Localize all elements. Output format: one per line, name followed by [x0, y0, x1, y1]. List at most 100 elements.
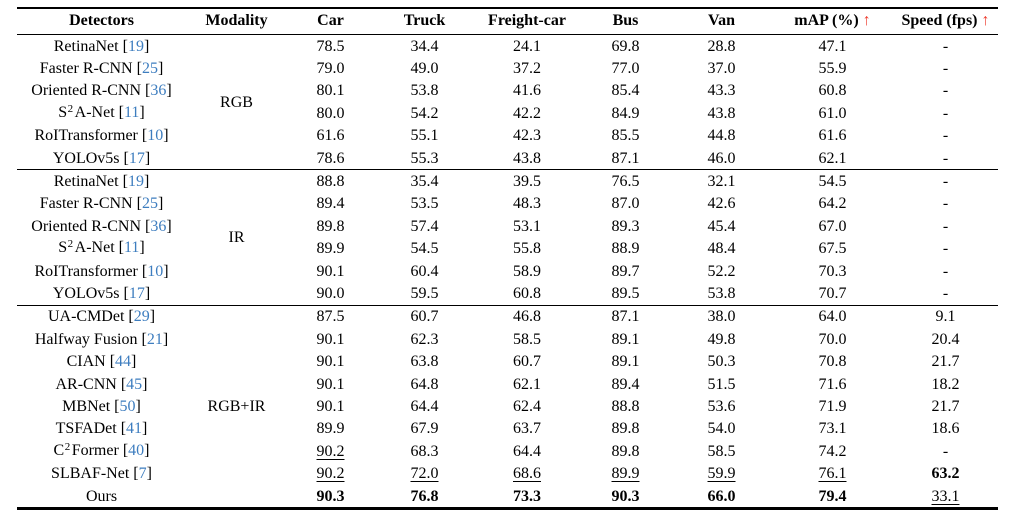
cell-value: -: [942, 104, 949, 122]
cell-value: 90.1: [316, 353, 345, 371]
cell-freight-car: 58.9: [475, 260, 580, 282]
citation-link[interactable]: 10: [147, 127, 164, 145]
cell-truck: 64.8: [375, 373, 475, 395]
cell-value: 90.1: [316, 262, 345, 280]
cell-value: 67.5: [818, 240, 847, 258]
cell-map: 64.2: [772, 193, 894, 215]
cell-bus: 89.8: [580, 418, 672, 440]
citation-link[interactable]: 17: [128, 284, 145, 302]
cell-van: 58.5: [672, 440, 772, 462]
cell-speed: -: [894, 238, 998, 260]
cell-van: 49.8: [672, 328, 772, 350]
citation-link[interactable]: 50: [119, 397, 136, 415]
cell-bus: 76.5: [579, 169, 672, 193]
cell-map: 47.1: [772, 35, 894, 58]
cell-value: 62.4: [513, 397, 541, 415]
cell-value: 53.1: [513, 217, 541, 235]
cell-speed: -: [894, 125, 998, 147]
cell-value: 55.9: [818, 60, 847, 78]
cell-car: 90.3: [287, 485, 375, 509]
cell-modality: RGB+IR: [186, 304, 287, 509]
cell-car: 89.8: [287, 215, 375, 237]
cell-car: 90.1: [287, 373, 375, 395]
cell-speed: 63.2: [894, 462, 998, 484]
cell-freight-car: 60.8: [475, 282, 580, 305]
citation-link[interactable]: 29: [133, 308, 150, 326]
table-row: RetinaNet [19] IR 88.8 35.4 39.5 76.5 32.1 54.5…: [16, 169, 998, 306]
citation-link[interactable]: 44: [115, 353, 132, 371]
cell-speed: 18.2: [894, 373, 998, 395]
cell-freight-car: 39.5: [474, 169, 580, 193]
citation-link[interactable]: 41: [126, 420, 143, 438]
cell-value: 62.1: [818, 149, 847, 167]
cell-value: 88.8: [611, 397, 640, 415]
cell-value: 90.0: [316, 284, 345, 302]
citation-link[interactable]: 19: [127, 173, 144, 191]
citation-link[interactable]: 25: [141, 60, 158, 78]
cell-value: 72.0: [410, 465, 439, 483]
cell-value: 64.4: [410, 397, 439, 415]
cell-value: 49.0: [410, 60, 439, 78]
cell-value: 71.6: [818, 375, 847, 393]
cell-car: 87.5: [286, 304, 375, 329]
cell-value: 89.9: [316, 420, 345, 438]
citation-link[interactable]: 21: [146, 330, 163, 348]
citation-link[interactable]: 11: [123, 103, 140, 121]
cell-speed: -: [894, 57, 998, 79]
cell-value: 78.6: [316, 149, 345, 167]
cell-truck: 76.8: [375, 485, 475, 509]
cell-speed: -: [894, 260, 998, 282]
cell-value: 87.0: [611, 195, 640, 213]
cell-value: -: [942, 284, 949, 302]
cell-value: -: [942, 195, 949, 213]
cell-speed: 20.4: [894, 328, 998, 350]
cell-value: 63.2: [931, 465, 960, 483]
cell-bus: 89.4: [580, 373, 672, 395]
cell-truck: 64.4: [375, 395, 475, 417]
citation-link[interactable]: 11: [123, 239, 140, 257]
cell-value: 70.8: [818, 353, 847, 371]
citation-link[interactable]: 7: [138, 465, 147, 483]
citation-link[interactable]: 40: [128, 441, 145, 459]
cell-truck: 63.8: [375, 350, 475, 372]
cell-freight-car: 48.3: [475, 193, 580, 215]
up-arrow-icon: ↑: [977, 12, 990, 29]
column-header-truck: Truck: [374, 8, 475, 35]
table-row: SLBAF-Net [7] 90.2 72.0 68.6 89.9 59.9 76.1 63.…: [17, 462, 998, 484]
cell-value: 54.0: [707, 420, 736, 438]
cell-value: 52.2: [707, 262, 736, 280]
cell-value: 43.8: [513, 149, 541, 167]
citation-link[interactable]: 36: [150, 82, 167, 100]
cell-car: 90.0: [287, 282, 375, 305]
cell-speed: 33.1: [894, 485, 998, 509]
cell-freight-car: 46.8: [474, 304, 580, 329]
cell-value: 32.1: [707, 173, 736, 191]
cell-value: 55.3: [410, 149, 439, 167]
cell-map: 79.4: [772, 485, 894, 509]
cell-value: 88.8: [316, 173, 345, 191]
citation-link[interactable]: 45: [126, 375, 143, 393]
cell-value: 46.8: [513, 308, 541, 326]
citation-link[interactable]: 36: [150, 217, 167, 235]
column-header-label: Car: [317, 12, 344, 29]
cell-value: 48.4: [707, 240, 736, 258]
cell-value: 88.9: [611, 240, 640, 258]
cell-detector: Oriented R-CNN [36]: [31, 82, 172, 100]
citation-link[interactable]: 19: [127, 37, 144, 55]
cell-detector: S2A-Net [11]: [58, 238, 145, 257]
cell-value: 54.2: [410, 104, 439, 122]
cell-van: 32.1: [671, 169, 772, 193]
cell-value: -: [942, 60, 949, 78]
cell-value: 46.0: [707, 149, 736, 167]
cell-detector: YOLOv5s [17]: [52, 284, 151, 302]
citation-link[interactable]: 25: [141, 195, 158, 213]
cell-value: -: [942, 127, 949, 145]
cell-truck: 54.2: [375, 102, 475, 124]
cell-freight-car: 42.3: [475, 125, 580, 147]
column-header-label: Speed (fps): [901, 12, 978, 29]
cell-detector: YOLOv5s [17]: [52, 149, 151, 167]
cell-value: 37.2: [513, 60, 541, 78]
citation-link[interactable]: 10: [147, 262, 164, 280]
cell-map: 62.1: [772, 147, 894, 170]
citation-link[interactable]: 17: [128, 149, 145, 167]
